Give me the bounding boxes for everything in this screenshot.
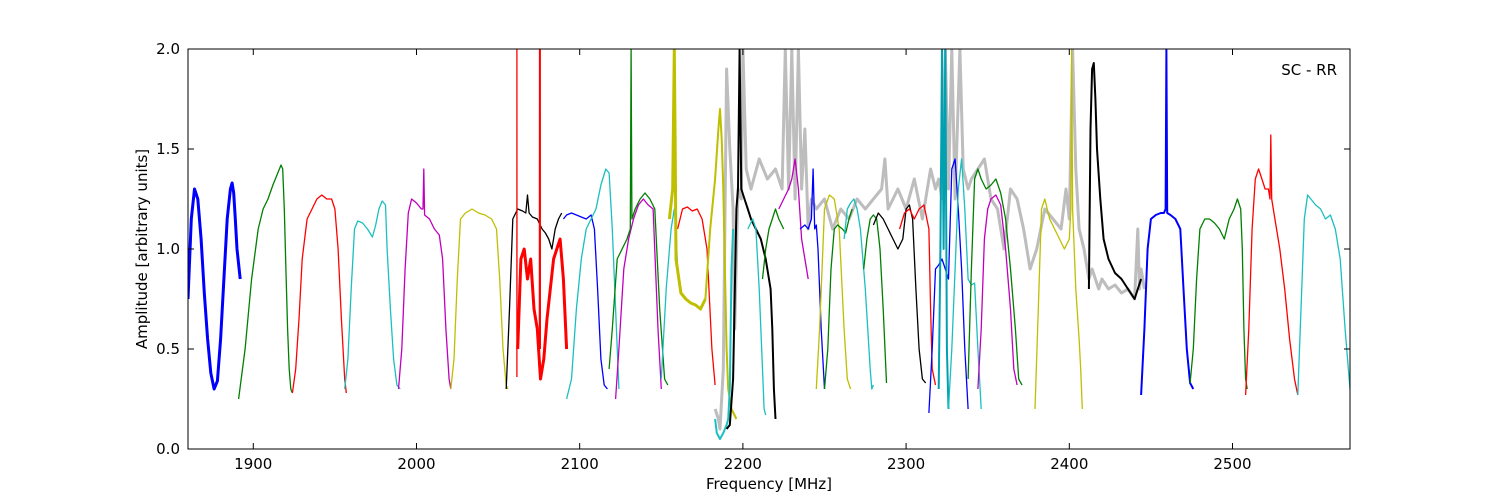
series-line-22 [761, 208, 785, 280]
series-line-36 [1034, 49, 1083, 410]
x-tick-label: 2200 [724, 455, 762, 473]
series-line-7 [505, 194, 563, 390]
series-line-16 [676, 206, 716, 386]
series-line-37 [1087, 62, 1143, 300]
series-line-3 [291, 194, 347, 394]
x-axis-label: Frequency [MHz] [706, 475, 832, 493]
series-line-2 [237, 164, 294, 400]
series-line-28 [863, 214, 888, 384]
y-axis-label: Amplitude [arbitrary units] [133, 149, 151, 349]
series-line-34 [967, 168, 1023, 386]
series-line-5 [397, 168, 452, 390]
series-line-25 [815, 194, 852, 390]
series-line-11 [562, 212, 608, 390]
series-line-30 [898, 204, 937, 386]
series-line-20 [725, 49, 777, 430]
y-tick-label: 1.5 [156, 140, 180, 158]
plot-area [188, 49, 1350, 440]
series-line-12 [565, 168, 620, 400]
x-tick-label: 2400 [1050, 455, 1088, 473]
y-tick-label: 1.0 [156, 240, 180, 258]
series-line-29 [872, 204, 927, 384]
x-tick-label: 2500 [1213, 455, 1251, 473]
series-line-13 [614, 198, 662, 400]
x-tick-label: 2300 [887, 455, 925, 473]
y-tick-label: 0.5 [156, 340, 180, 358]
series-line-17 [667, 49, 707, 311]
x-tick-label: 2100 [561, 455, 599, 473]
reference-trace [713, 49, 1146, 431]
series-line-23 [778, 158, 809, 280]
series-line-21 [747, 218, 767, 416]
series-line-24 [799, 168, 826, 390]
series-line-8 [516, 237, 569, 381]
series-line-38 [1140, 49, 1195, 396]
series-line-1 [188, 181, 242, 391]
y-tick-label: 0.0 [156, 440, 180, 458]
series-annotation: SC - RR [1281, 61, 1337, 79]
series-line-32 [937, 49, 950, 410]
y-axis: 0.0 0.5 1.0 1.5 2.0 [156, 40, 1350, 458]
y-tick-label: 2.0 [156, 40, 180, 58]
series-line-40 [1244, 134, 1299, 396]
series-line-33 [947, 158, 982, 410]
series-line-4 [344, 200, 401, 390]
series-line-26 [823, 208, 853, 390]
series-line-27 [843, 198, 875, 390]
series-line-41 [1297, 194, 1350, 396]
series-line-14 [608, 49, 669, 386]
series-line-39 [1189, 198, 1248, 390]
series-line-6 [450, 208, 509, 390]
series-line-31 [928, 158, 969, 414]
x-tick-label: 2000 [397, 455, 435, 473]
x-axis: 1900 2000 2100 2200 2300 2400 2500 [234, 49, 1252, 473]
x-tick-label: 1900 [234, 455, 272, 473]
series-line-35 [977, 194, 1018, 390]
series-line-19 [714, 228, 735, 440]
